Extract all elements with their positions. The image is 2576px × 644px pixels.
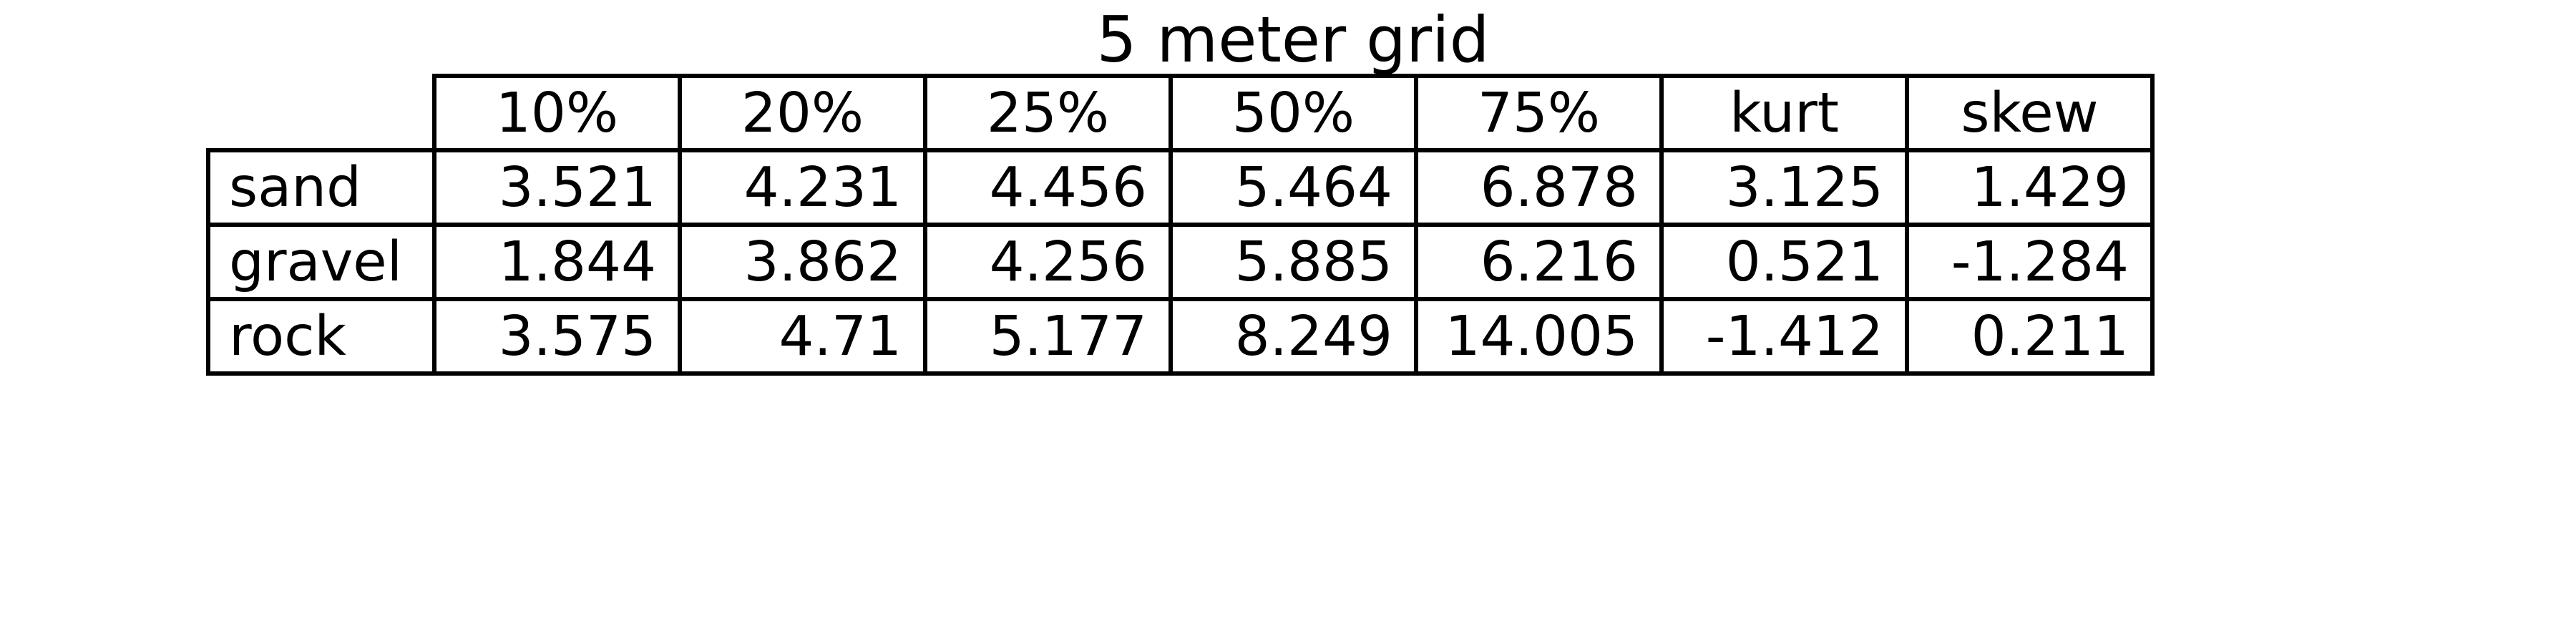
table-cell: 4.71 bbox=[678, 297, 927, 376]
column-header: kurt bbox=[1659, 74, 1909, 152]
column-header: 75% bbox=[1414, 74, 1664, 152]
table-cell: 3.862 bbox=[678, 223, 927, 301]
column-header: 25% bbox=[923, 74, 1173, 152]
row-label: rock bbox=[206, 297, 436, 376]
table-cell: 0.521 bbox=[1659, 223, 1909, 301]
table-cell: 4.456 bbox=[923, 148, 1173, 227]
table-cell: 14.005 bbox=[1414, 297, 1664, 376]
row-label: gravel bbox=[206, 223, 436, 301]
column-header: 20% bbox=[678, 74, 927, 152]
table-cell: -1.412 bbox=[1659, 297, 1909, 376]
table-cell: 5.177 bbox=[923, 297, 1173, 376]
chart-title: 5 meter grid bbox=[1096, 3, 1490, 77]
corner-cell bbox=[208, 76, 434, 150]
table-cell: 0.211 bbox=[1905, 297, 2155, 376]
table-cell: 8.249 bbox=[1169, 297, 1418, 376]
stats-table: 10% 20% 25% 50% 75% kurt skew sand 3.521… bbox=[206, 74, 2155, 376]
table-cell: 5.885 bbox=[1169, 223, 1418, 301]
table-cell: 6.216 bbox=[1414, 223, 1664, 301]
table-cell: 4.256 bbox=[923, 223, 1173, 301]
column-header: skew bbox=[1905, 74, 2155, 152]
table-cell: 4.231 bbox=[678, 148, 927, 227]
table-cell: 3.521 bbox=[432, 148, 682, 227]
table-row: sand 3.521 4.231 4.456 5.464 6.878 3.125… bbox=[206, 148, 2155, 227]
table-header-row: 10% 20% 25% 50% 75% kurt skew bbox=[208, 74, 2155, 152]
table-cell: 3.575 bbox=[432, 297, 682, 376]
column-header: 50% bbox=[1169, 74, 1418, 152]
table-cell: 1.429 bbox=[1905, 148, 2155, 227]
table-cell: 6.878 bbox=[1414, 148, 1664, 227]
table-cell: 5.464 bbox=[1169, 148, 1418, 227]
table-cell: 1.844 bbox=[432, 223, 682, 301]
table-cell: -1.284 bbox=[1905, 223, 2155, 301]
table-row: gravel 1.844 3.862 4.256 5.885 6.216 0.5… bbox=[206, 223, 2155, 301]
table-cell: 3.125 bbox=[1659, 148, 1909, 227]
table-row: rock 3.575 4.71 5.177 8.249 14.005 -1.41… bbox=[206, 297, 2155, 376]
row-label: sand bbox=[206, 148, 436, 227]
column-header: 10% bbox=[432, 74, 682, 152]
